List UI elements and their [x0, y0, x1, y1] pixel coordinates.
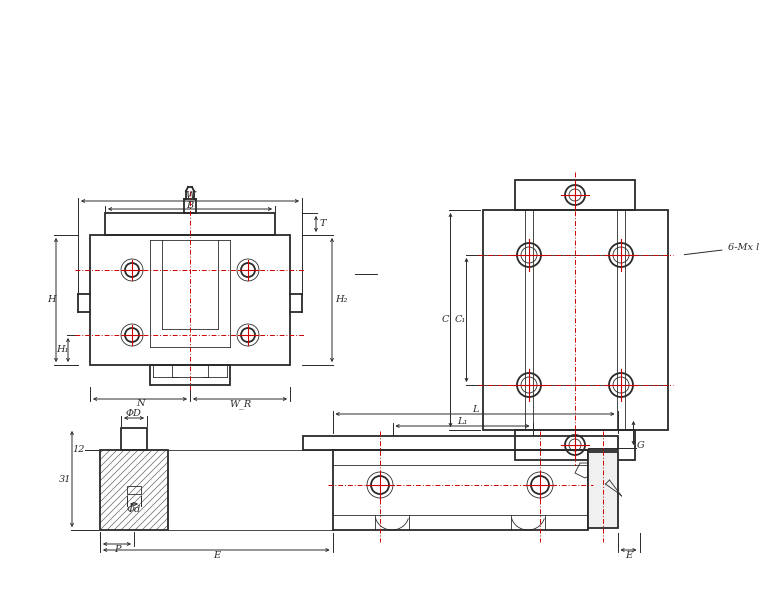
Text: T: T: [320, 219, 326, 228]
Text: H₂: H₂: [335, 296, 347, 304]
Bar: [121, 428, 147, 450]
Text: P: P: [114, 545, 120, 553]
Bar: [303, 436, 618, 450]
Text: W: W: [185, 192, 195, 201]
Bar: [100, 450, 168, 530]
Text: 6-Mx l: 6-Mx l: [685, 243, 758, 255]
Text: E: E: [213, 550, 219, 559]
Text: C₁: C₁: [455, 316, 466, 325]
Text: E: E: [625, 550, 632, 559]
Text: H₁: H₁: [55, 346, 69, 355]
Text: ΦD: ΦD: [126, 408, 142, 418]
Bar: [105, 213, 275, 235]
Text: 12: 12: [72, 445, 85, 454]
Text: H: H: [47, 296, 55, 304]
Bar: [515, 180, 635, 210]
Bar: [588, 452, 618, 528]
Text: C: C: [442, 316, 449, 325]
Text: W_R: W_R: [229, 399, 251, 409]
Bar: [515, 430, 635, 460]
Text: G: G: [637, 441, 644, 450]
Text: L₁: L₁: [457, 418, 467, 427]
Bar: [90, 235, 290, 365]
Text: L: L: [472, 405, 478, 414]
Bar: [150, 365, 230, 385]
Bar: [483, 210, 668, 430]
Text: B: B: [186, 201, 193, 209]
Text: N: N: [136, 399, 144, 408]
Text: Φd: Φd: [127, 504, 141, 513]
Bar: [127, 486, 141, 494]
Bar: [333, 450, 588, 530]
Text: 31: 31: [59, 474, 72, 483]
